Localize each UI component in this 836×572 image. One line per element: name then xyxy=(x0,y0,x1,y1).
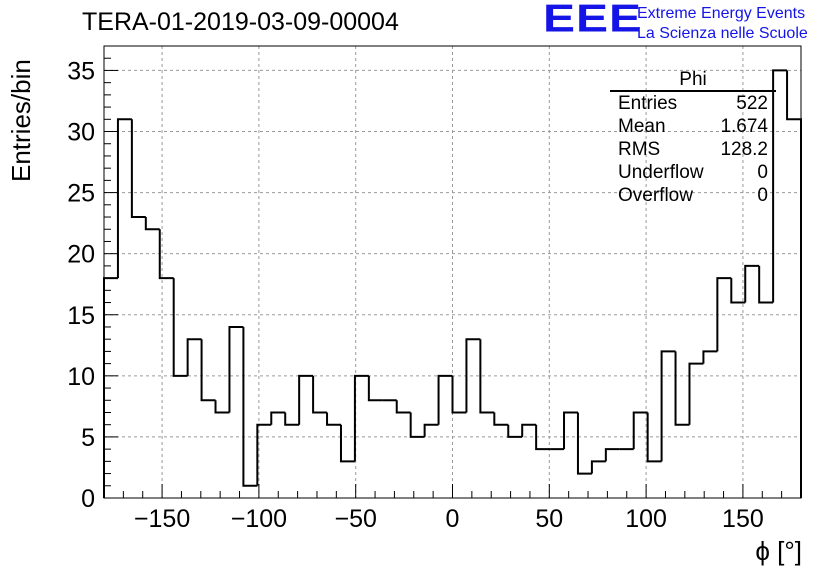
histogram-bin xyxy=(604,448,620,462)
histogram-bin xyxy=(200,339,216,402)
histogram-bin xyxy=(409,412,425,438)
histogram-bin xyxy=(535,424,551,451)
x-tick-label: 150 xyxy=(722,505,764,533)
stats-value: 0 xyxy=(757,185,768,206)
logo-line-2: La Scienza nelle Scuole xyxy=(637,25,808,42)
stats-label: Underflow xyxy=(618,162,704,183)
logo-line-1: Extreme Energy Events xyxy=(637,5,806,22)
histogram-bin xyxy=(521,423,537,437)
histogram-bin xyxy=(493,412,509,426)
stats-box: Phi Entries 522 Mean 1.674 RMS 128.2 Und… xyxy=(610,70,776,207)
histogram-bin xyxy=(507,424,523,438)
histogram-bin xyxy=(786,70,802,498)
x-tick-label: −50 xyxy=(334,505,376,533)
histogram-bin xyxy=(730,278,746,304)
histogram-bin xyxy=(674,351,690,426)
histogram-bin xyxy=(437,374,453,425)
histogram-bin xyxy=(186,338,202,376)
histogram-bin xyxy=(451,375,467,414)
histogram-bin xyxy=(632,411,648,450)
histogram-bin xyxy=(563,411,578,450)
histogram-bin xyxy=(312,375,328,414)
histogram-bin xyxy=(744,264,760,303)
histogram-bin xyxy=(479,339,495,414)
histogram-bin xyxy=(590,460,606,474)
y-tick-label: 30 xyxy=(67,119,95,147)
histogram-bin xyxy=(172,278,188,377)
y-tick-label: 10 xyxy=(67,363,95,391)
x-tick-label: −150 xyxy=(134,505,190,533)
histogram-bin xyxy=(688,362,704,425)
histogram-bin xyxy=(214,400,230,414)
y-tick-label: 20 xyxy=(67,241,95,269)
histogram-bin xyxy=(242,326,258,487)
stats-label: Mean xyxy=(618,116,666,137)
histogram-bin xyxy=(772,69,788,303)
y-axis-label: Entries/bin xyxy=(6,59,36,182)
y-tick-label: 0 xyxy=(81,485,95,513)
stats-row-mean: Mean 1.674 xyxy=(610,115,776,138)
histogram-bin xyxy=(465,338,481,413)
histogram-bin xyxy=(423,423,439,437)
histogram-bin xyxy=(395,400,411,414)
stats-value: 128.2 xyxy=(720,139,768,160)
x-tick-label: 50 xyxy=(535,505,563,533)
histogram-bin xyxy=(158,229,174,280)
stats-value: 0 xyxy=(757,162,768,183)
y-tick-label: 35 xyxy=(67,57,95,85)
histogram-bin xyxy=(367,375,383,402)
histogram-bin xyxy=(228,325,244,413)
eee-logo-text: Extreme Energy Events La Scienza nelle S… xyxy=(637,4,808,44)
stats-row-rms: RMS 128.2 xyxy=(610,138,776,161)
stats-label: Entries xyxy=(618,93,678,114)
histogram-bin xyxy=(298,374,314,425)
histogram-bin xyxy=(576,412,592,475)
stats-title: Phi xyxy=(610,70,776,92)
histogram-bin xyxy=(660,350,676,462)
histogram-bin xyxy=(103,277,118,498)
histogram-bin xyxy=(326,412,341,426)
x-axis-label: ϕ [°] xyxy=(755,536,802,566)
stats-row-underflow: Underflow 0 xyxy=(610,161,776,184)
eee-logo: EEE xyxy=(543,0,643,41)
histogram-bin xyxy=(144,217,160,231)
histogram-bin xyxy=(256,423,272,486)
histogram-bin xyxy=(716,277,732,352)
stats-label: Overflow xyxy=(618,185,693,206)
stats-row-entries: Entries 522 xyxy=(610,92,776,115)
histogram-bin xyxy=(353,374,369,462)
histogram-bin xyxy=(702,350,718,364)
chart-title: TERA-01-2019-03-09-00004 xyxy=(82,8,399,36)
histogram-bin xyxy=(130,119,146,219)
x-tick-label: −100 xyxy=(231,505,287,533)
histogram-bin xyxy=(646,412,662,463)
x-tick-label: 0 xyxy=(446,505,460,533)
histogram-bin xyxy=(116,118,132,279)
histogram-bin xyxy=(270,411,286,425)
y-tick-label: 15 xyxy=(67,302,95,330)
histogram-bin xyxy=(758,265,774,304)
stats-value: 522 xyxy=(736,93,768,114)
stats-value: 1.674 xyxy=(720,116,768,137)
stats-row-overflow: Overflow 0 xyxy=(610,184,776,207)
x-tick-label: 100 xyxy=(625,505,667,533)
histogram-bin xyxy=(284,412,300,426)
y-tick-label: 25 xyxy=(67,180,95,208)
histogram-bin xyxy=(339,424,355,463)
stats-label: RMS xyxy=(618,139,661,160)
y-tick-label: 5 xyxy=(81,424,95,452)
